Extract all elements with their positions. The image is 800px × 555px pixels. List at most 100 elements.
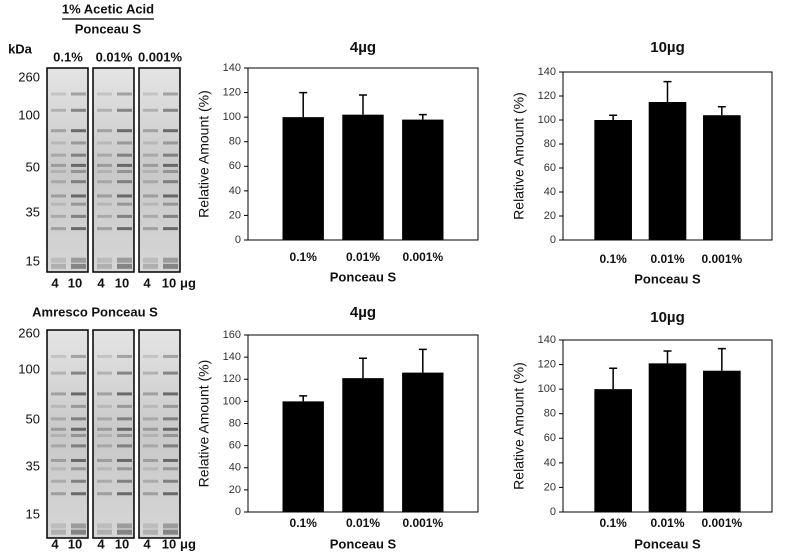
protein-band (143, 417, 158, 421)
protein-band (97, 523, 112, 529)
protein-band (117, 404, 132, 408)
protein-band (71, 202, 86, 206)
protein-band (97, 194, 112, 198)
y-tick-label: 120 (538, 90, 556, 102)
protein-band (117, 92, 132, 96)
protein-band (71, 392, 86, 396)
protein-band (143, 371, 158, 375)
protein-band (163, 163, 178, 167)
protein-band (97, 92, 112, 96)
x-tick-label: 0.1% (599, 252, 627, 266)
protein-band (51, 444, 66, 448)
protein-band (143, 263, 158, 269)
protein-band (71, 492, 86, 496)
protein-band (117, 354, 132, 358)
protein-band (163, 529, 178, 535)
protein-band (71, 354, 86, 358)
x-axis-label: Ponceau S (634, 271, 701, 286)
protein-band (71, 170, 86, 173)
marker-label: 100 (18, 107, 40, 122)
y-tick-label: 0 (550, 506, 556, 518)
protein-band (97, 354, 112, 358)
protein-band (51, 257, 66, 263)
error-bar (717, 106, 726, 116)
bar (594, 120, 632, 240)
protein-band (51, 479, 66, 483)
protein-band (117, 263, 132, 269)
protein-band (51, 529, 66, 535)
protein-band (163, 227, 178, 231)
x-tick-label: 0.001% (402, 250, 443, 264)
protein-band (97, 458, 112, 462)
protein-band (71, 153, 86, 157)
protein-band (143, 170, 158, 173)
protein-band (163, 108, 178, 112)
protein-band (97, 479, 112, 483)
protein-band (97, 108, 112, 112)
protein-band (143, 153, 158, 157)
protein-band (97, 529, 112, 535)
protein-band (163, 427, 178, 431)
load-label: 10 (115, 275, 129, 290)
error-bar (663, 350, 672, 364)
protein-band (97, 417, 112, 421)
y-axis-label: Relative Amount (%) (511, 362, 527, 490)
protein-band (97, 141, 112, 145)
protein-band (51, 108, 66, 112)
protein-band (97, 227, 112, 231)
bar (402, 119, 444, 240)
protein-band (71, 427, 86, 431)
protein-band (51, 163, 66, 167)
protein-band (71, 129, 86, 133)
protein-band (163, 479, 178, 483)
protein-band (71, 141, 86, 145)
protein-band (117, 492, 132, 496)
chart-title: 10µg (650, 39, 685, 56)
marker-label: 15 (26, 253, 40, 268)
protein-band (71, 371, 86, 375)
protein-band (163, 263, 178, 269)
y-tick-label: 80 (544, 138, 556, 150)
protein-band (143, 523, 158, 529)
blot-header: 1% Acetic Acid (62, 1, 154, 16)
y-tick-label: 100 (223, 111, 241, 123)
load-label: 4 (97, 275, 105, 290)
marker-label: 15 (26, 506, 40, 521)
protein-band (143, 529, 158, 535)
protein-band (163, 153, 178, 157)
protein-band (163, 92, 178, 96)
x-tick-label: 0.01% (346, 516, 380, 530)
protein-band (51, 141, 66, 145)
y-tick-label: 80 (544, 408, 556, 420)
protein-band (143, 129, 158, 133)
error-bar (359, 94, 367, 115)
protein-band (71, 92, 86, 96)
load-label: 4 (97, 536, 105, 551)
protein-band (163, 458, 178, 462)
protein-band (51, 417, 66, 421)
blot-lane (46, 67, 89, 273)
load-label: 4 (143, 536, 151, 551)
protein-band (51, 523, 66, 529)
protein-band (71, 458, 86, 462)
unit-label: kDa (8, 41, 33, 56)
y-tick-label: 40 (544, 457, 556, 469)
protein-band (51, 92, 66, 96)
x-tick-label: 0.001% (701, 252, 742, 266)
y-tick-label: 20 (544, 481, 556, 493)
protein-band (163, 434, 178, 437)
protein-band (117, 458, 132, 462)
protein-band (143, 180, 158, 184)
y-tick-label: 80 (229, 136, 241, 148)
error-bar (609, 114, 618, 120)
x-tick-label: 0.01% (346, 250, 380, 264)
protein-band (71, 417, 86, 421)
protein-band (71, 523, 86, 529)
load-label: 10 (68, 536, 82, 551)
protein-band (143, 444, 158, 448)
load-label: 10 (162, 275, 176, 290)
blot-lane (138, 67, 181, 273)
protein-band (71, 257, 86, 263)
protein-band (117, 257, 132, 263)
protein-band (71, 163, 86, 167)
